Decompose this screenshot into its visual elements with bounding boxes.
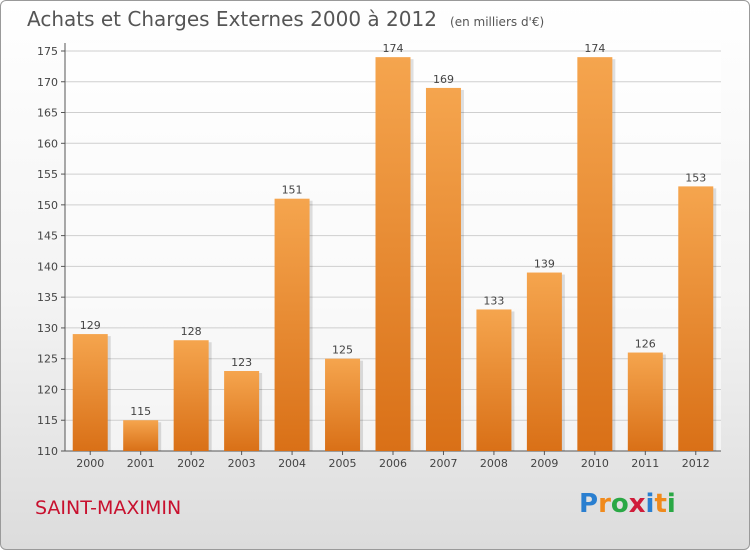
y-tick-label: 120 <box>37 383 58 396</box>
y-tick-label: 160 <box>37 137 58 150</box>
bar <box>274 198 310 451</box>
bar-value-label: 115 <box>130 405 151 418</box>
bar <box>526 272 562 451</box>
logo-letter: i <box>645 489 655 519</box>
bar-value-label: 133 <box>483 294 504 307</box>
bar-value-label: 129 <box>80 319 101 332</box>
x-tick-label: 2001 <box>127 457 155 470</box>
x-tick-label: 2006 <box>379 457 407 470</box>
y-tick-label: 145 <box>37 230 58 243</box>
logo-letter: r <box>598 489 611 519</box>
y-tick-label: 150 <box>37 199 58 212</box>
bar-value-label: 125 <box>332 344 353 357</box>
bar <box>577 57 613 452</box>
proxiti-logo: Proxiti <box>579 489 676 519</box>
x-tick-label: 2011 <box>631 457 659 470</box>
bar <box>375 57 411 452</box>
bar <box>123 420 159 451</box>
bar <box>72 334 108 451</box>
logo-letter: t <box>654 489 667 519</box>
bar-value-label: 128 <box>181 325 202 338</box>
logo-letter: o <box>610 489 629 519</box>
x-tick-label: 2009 <box>530 457 558 470</box>
bar-value-label: 126 <box>635 338 656 351</box>
bar <box>173 340 209 451</box>
y-tick-label: 165 <box>37 107 58 120</box>
bar-value-label: 153 <box>685 171 706 184</box>
x-tick-label: 2008 <box>480 457 508 470</box>
logo-letter: P <box>579 489 599 519</box>
bar-value-label: 174 <box>584 42 605 55</box>
x-tick-label: 2003 <box>228 457 256 470</box>
bar <box>425 87 461 451</box>
bar <box>678 186 714 451</box>
bar-value-label: 139 <box>534 258 555 271</box>
x-tick-label: 2000 <box>76 457 104 470</box>
y-tick-label: 155 <box>37 168 58 181</box>
x-tick-label: 2007 <box>429 457 457 470</box>
x-tick-label: 2002 <box>177 457 205 470</box>
bar <box>476 309 512 451</box>
y-tick-label: 115 <box>37 414 58 427</box>
chart-title: Achats et Charges Externes 2000 à 2012 <box>27 7 437 31</box>
bar <box>325 358 361 451</box>
x-tick-label: 2004 <box>278 457 306 470</box>
logo-letter: x <box>628 489 646 519</box>
logo-letter: i <box>666 489 676 519</box>
y-tick-label: 140 <box>37 260 58 273</box>
y-tick-label: 135 <box>37 291 58 304</box>
x-tick-label: 2010 <box>581 457 609 470</box>
location-name: SAINT-MAXIMIN <box>35 497 182 519</box>
chart-title-block: Achats et Charges Externes 2000 à 2012 (… <box>27 7 544 31</box>
y-tick-label: 170 <box>37 76 58 89</box>
y-tick-label: 110 <box>37 445 58 458</box>
y-tick-label: 130 <box>37 322 58 335</box>
bar-value-label: 174 <box>383 42 404 55</box>
bar <box>627 352 663 451</box>
x-tick-label: 2005 <box>329 457 357 470</box>
bar-value-label: 151 <box>282 184 303 197</box>
y-tick-label: 125 <box>37 353 58 366</box>
bar-value-label: 169 <box>433 73 454 86</box>
x-tick-label: 2012 <box>682 457 710 470</box>
bar <box>224 371 260 451</box>
bar-value-label: 123 <box>231 356 252 369</box>
y-tick-label: 175 <box>37 45 58 58</box>
chart-subtitle: (en milliers d'€) <box>450 15 545 29</box>
